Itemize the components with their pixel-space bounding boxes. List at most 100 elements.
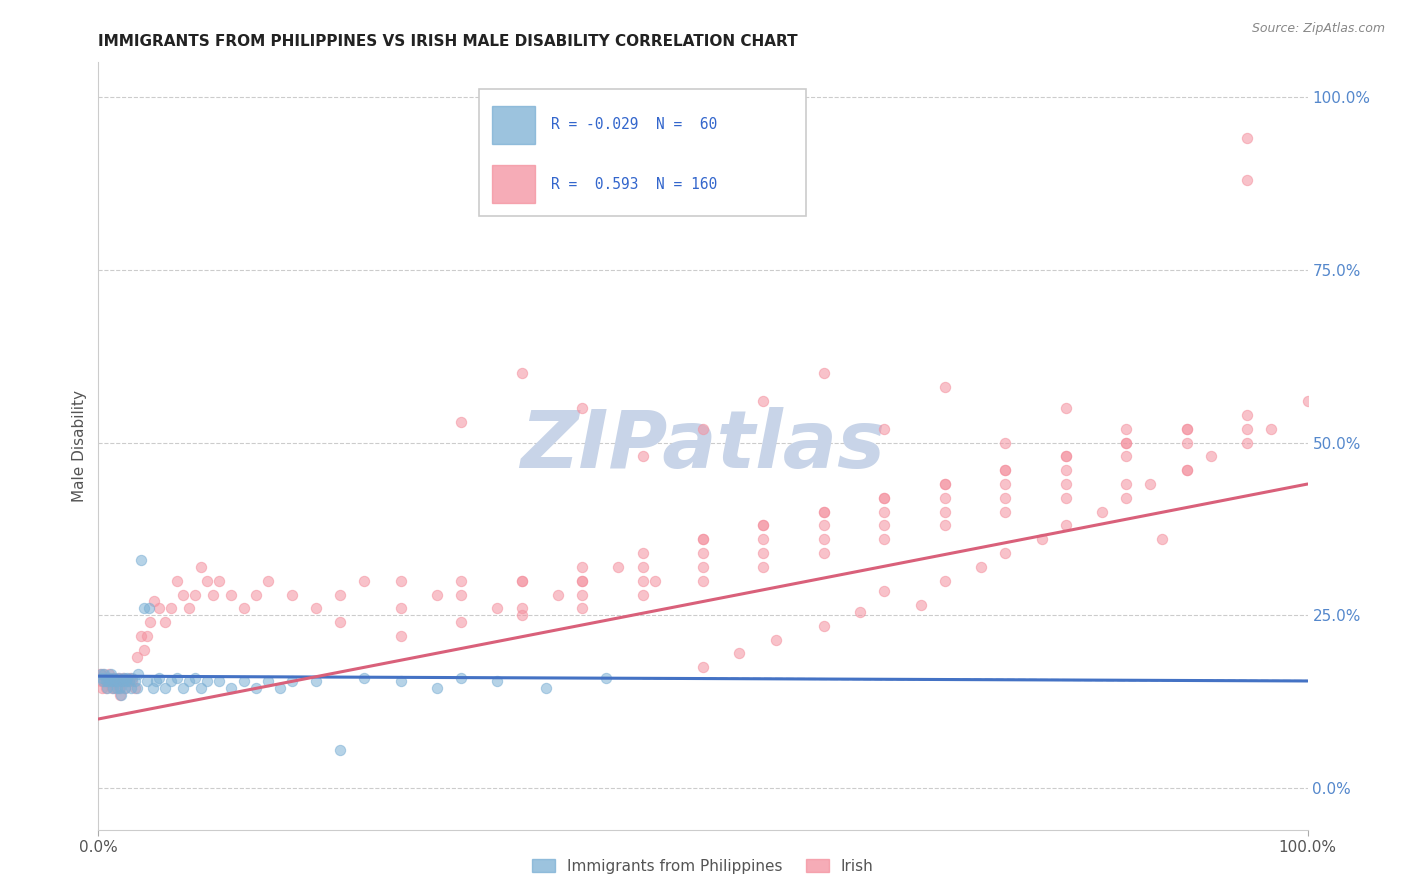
Point: [692, 574, 714, 588]
Point: [692, 422, 714, 436]
Point: [389, 601, 412, 615]
Point: [172, 588, 194, 602]
Point: [450, 671, 472, 685]
Point: [692, 533, 714, 547]
Point: [195, 574, 218, 588]
Point: [1054, 477, 1077, 491]
Point: [1091, 505, 1114, 519]
Point: [910, 598, 932, 612]
Point: [1236, 131, 1258, 145]
Point: [1054, 491, 1077, 505]
Point: [100, 673, 122, 688]
Point: [934, 505, 956, 519]
Point: [1139, 477, 1161, 491]
Point: [166, 574, 188, 588]
Point: [329, 588, 352, 602]
Point: [571, 560, 593, 574]
Point: [91, 667, 114, 681]
Point: [118, 673, 141, 688]
Point: [1175, 422, 1198, 436]
Point: [571, 574, 593, 588]
Point: [1115, 435, 1137, 450]
Point: [96, 673, 118, 688]
Point: [510, 574, 533, 588]
Point: [129, 629, 152, 643]
Point: [1054, 463, 1077, 477]
Point: [571, 601, 593, 615]
Point: [281, 588, 304, 602]
Point: [1115, 491, 1137, 505]
Point: [184, 588, 207, 602]
Point: [111, 671, 134, 685]
Point: [121, 673, 143, 688]
Point: [134, 643, 156, 657]
Point: [112, 671, 135, 685]
Point: [994, 435, 1017, 450]
Point: [100, 681, 122, 695]
Point: [104, 681, 127, 695]
Point: [631, 560, 654, 574]
Point: [148, 671, 170, 685]
Point: [547, 588, 569, 602]
Point: [114, 681, 136, 695]
Point: [1236, 422, 1258, 436]
Point: [256, 673, 278, 688]
Point: [873, 584, 896, 599]
Point: [91, 673, 114, 688]
Point: [143, 594, 166, 608]
Point: [389, 574, 412, 588]
Point: [389, 629, 412, 643]
Point: [970, 560, 993, 574]
Point: [631, 574, 654, 588]
Point: [195, 673, 218, 688]
Point: [179, 601, 201, 615]
Point: [631, 450, 654, 464]
Point: [813, 518, 835, 533]
Point: [1175, 435, 1198, 450]
Point: [124, 673, 146, 688]
Point: [1054, 450, 1077, 464]
Point: [1199, 450, 1222, 464]
Point: [94, 673, 117, 688]
Point: [631, 546, 654, 560]
Point: [101, 681, 124, 695]
Point: [1115, 450, 1137, 464]
Point: [353, 671, 375, 685]
Point: [752, 518, 775, 533]
Point: [184, 671, 207, 685]
Point: [1115, 435, 1137, 450]
Point: [692, 533, 714, 547]
Point: [813, 367, 835, 381]
Point: [934, 574, 956, 588]
Point: [97, 673, 120, 688]
Point: [104, 673, 127, 688]
Point: [90, 673, 112, 688]
Point: [91, 681, 114, 695]
Point: [245, 588, 267, 602]
Point: [120, 681, 142, 695]
Point: [1031, 533, 1053, 547]
Point: [849, 605, 872, 619]
Point: [134, 601, 156, 615]
Point: [450, 615, 472, 630]
Point: [1175, 422, 1198, 436]
Point: [107, 671, 129, 685]
Point: [994, 505, 1017, 519]
Point: [127, 681, 149, 695]
Point: [873, 533, 896, 547]
Point: [153, 681, 176, 695]
Text: ZIPatlas: ZIPatlas: [520, 407, 886, 485]
Point: [105, 673, 128, 688]
Point: [138, 601, 160, 615]
Point: [245, 681, 267, 695]
Y-axis label: Male Disability: Male Disability: [72, 390, 87, 502]
Point: [813, 533, 835, 547]
Point: [510, 601, 533, 615]
Point: [873, 505, 896, 519]
Point: [96, 681, 118, 695]
Point: [269, 681, 291, 695]
Point: [281, 673, 304, 688]
Point: [98, 671, 121, 685]
Point: [1054, 401, 1077, 415]
Point: [110, 673, 132, 688]
